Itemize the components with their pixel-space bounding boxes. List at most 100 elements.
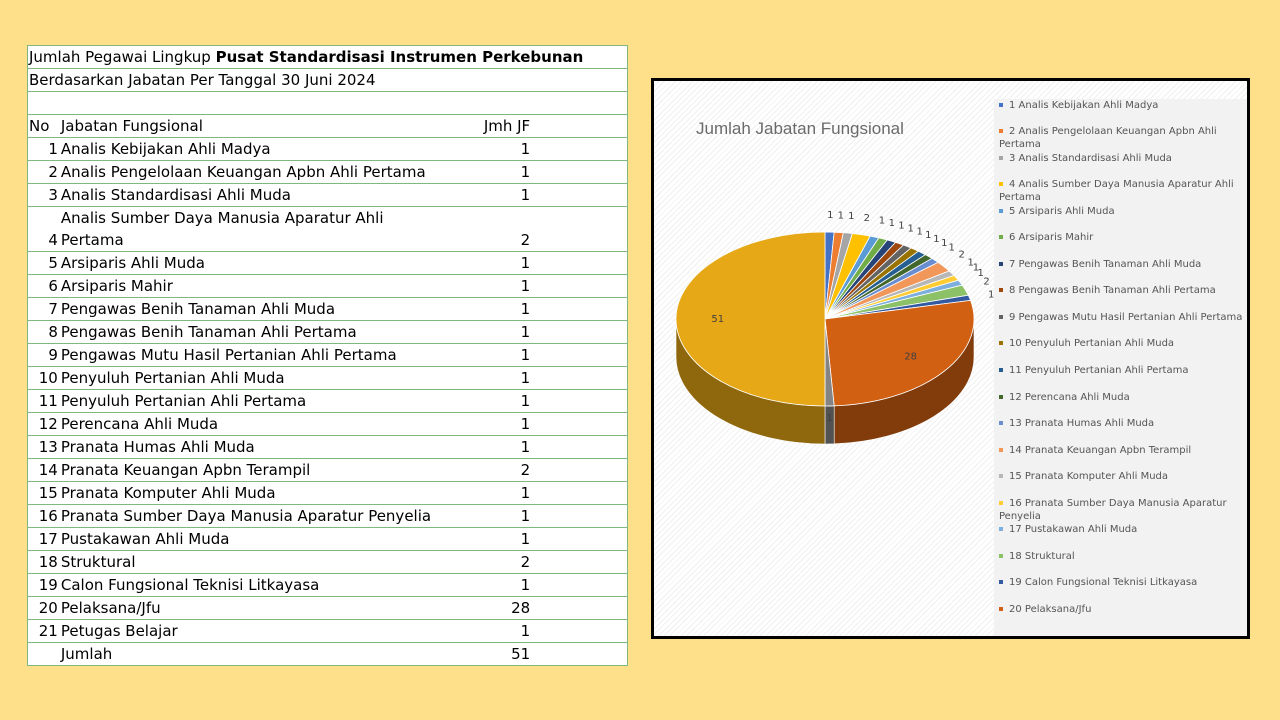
legend-swatch: [999, 448, 1003, 452]
legend-entry: 19 Calon Fungsional Teknisi Litkayasa: [999, 576, 1244, 589]
row-jmh: 28: [450, 596, 531, 620]
row-jabatan: Perencana Ahli Muda: [60, 412, 451, 436]
pie-data-label: 1: [967, 257, 973, 268]
row-no: 6: [27, 274, 61, 298]
row-jabatan: Analis Kebijakan Ahli Madya: [60, 137, 451, 161]
row-jabatan: Petugas Belajar: [60, 619, 451, 643]
jabatan-table: Jumlah Pegawai Lingkup Pusat Standardisa…: [27, 45, 628, 666]
table-row: 10 Penyuluh Pertanian Ahli Muda 1: [27, 366, 628, 390]
row-no: 19: [27, 573, 61, 597]
row-jabatan: Struktural: [60, 550, 451, 574]
legend-swatch: [999, 580, 1003, 584]
row-no: 13: [27, 435, 61, 459]
row-no: 20: [27, 596, 61, 620]
legend-swatch: [999, 315, 1003, 319]
table-row: 17 Pustakawan Ahli Muda 1: [27, 527, 628, 551]
legend-label: 7 Pengawas Benih Tanaman Ahli Muda: [1009, 259, 1202, 270]
pie-data-label: 1: [838, 210, 844, 221]
legend-entry: 7 Pengawas Benih Tanaman Ahli Muda: [999, 258, 1244, 271]
pad-cell: [530, 297, 628, 321]
pad-cell: [530, 619, 628, 643]
pad-cell: [530, 320, 628, 344]
legend-entry: 2 Analis Pengelolaan Keuangan Apbn Ahli …: [999, 125, 1244, 151]
table-row: 3 Analis Standardisasi Ahli Muda 1: [27, 183, 628, 207]
pie-data-label: 1: [889, 218, 895, 229]
pie-data-label: 1: [948, 243, 954, 254]
row-jmh: 1: [450, 183, 531, 207]
row-jmh: 1: [450, 297, 531, 321]
row-no: 15: [27, 481, 61, 505]
table-row: 21 Petugas Belajar 1: [27, 619, 628, 643]
legend-swatch: [999, 262, 1003, 266]
row-no: 8: [27, 320, 61, 344]
legend-swatch: [999, 501, 1003, 505]
empty-row: [27, 91, 628, 115]
header-jabatan: Jabatan Fungsional: [60, 114, 451, 138]
row-no: 1: [27, 137, 61, 161]
table-row: 11 Penyuluh Pertanian Ahli Pertama 1: [27, 389, 628, 413]
legend-label: 15 Pranata Komputer Ahli Muda: [1009, 471, 1169, 482]
row-jmh: 2: [450, 206, 531, 252]
legend-swatch: [999, 235, 1003, 239]
row-no: 2: [27, 160, 61, 184]
legend-entry: 1 Analis Kebijakan Ahli Madya: [999, 99, 1244, 112]
pad-cell: [530, 573, 628, 597]
legend-swatch: [999, 554, 1003, 558]
legend-label: 12 Perencana Ahli Muda: [1009, 392, 1130, 403]
pie-side-21: [824, 405, 835, 445]
legend-entry: 16 Pranata Sumber Daya Manusia Aparatur …: [999, 497, 1244, 523]
pie-data-label: 1: [941, 238, 947, 249]
row-no: 9: [27, 343, 61, 367]
table-row: 20 Pelaksana/Jfu 28: [27, 596, 628, 620]
row-jabatan: Pustakawan Ahli Muda: [60, 527, 451, 551]
pie-data-label: 2: [983, 277, 989, 288]
pad-cell: [530, 527, 628, 551]
pad-cell: [530, 504, 628, 528]
legend-label: 5 Arsiparis Ahli Muda: [1009, 206, 1115, 217]
pad-cell: [530, 183, 628, 207]
row-jabatan: Pengawas Mutu Hasil Pertanian Ahli Perta…: [60, 343, 451, 367]
table-subtitle: Berdasarkan Jabatan Per Tanggal 30 Juni …: [27, 68, 628, 92]
table-row: 13 Pranata Humas Ahli Muda 1: [27, 435, 628, 459]
header-row: No Jabatan Fungsional Jmh JF: [27, 114, 628, 138]
row-jabatan: Arsiparis Mahir: [60, 274, 451, 298]
legend-label: 16 Pranata Sumber Daya Manusia Aparatur …: [999, 498, 1227, 522]
pie-data-label: 1: [827, 210, 833, 221]
table-title: Jumlah Pegawai Lingkup Pusat Standardisa…: [27, 45, 628, 69]
pie-data-label: 1: [933, 234, 939, 245]
row-jmh: 1: [450, 366, 531, 390]
pad-cell: [530, 550, 628, 574]
legend-entry: 20 Pelaksana/Jfu: [999, 603, 1244, 616]
table-row: 7 Pengawas Benih Tanaman Ahli Muda 1: [27, 297, 628, 321]
table-row: 8 Pengawas Benih Tanaman Ahli Pertama 1: [27, 320, 628, 344]
pie-slices: [675, 231, 975, 407]
total-no: [27, 642, 61, 666]
legend-entry: 6 Arsiparis Mahir: [999, 231, 1244, 244]
legend-label: 2 Analis Pengelolaan Keuangan Apbn Ahli …: [999, 126, 1217, 150]
empty-cell: [27, 91, 628, 115]
row-no: 12: [27, 412, 61, 436]
pad-cell: [530, 114, 628, 138]
chart-legend: 1 Analis Kebijakan Ahli Madya 2 Analis Pe…: [994, 99, 1247, 636]
legend-swatch: [999, 474, 1003, 478]
pie-data-label: 1: [907, 223, 913, 234]
legend-swatch: [999, 421, 1003, 425]
table-row: 6 Arsiparis Mahir 1: [27, 274, 628, 298]
table-row: 2 Analis Pengelolaan Keuangan Apbn Ahli P…: [27, 160, 628, 184]
table-row: 12 Perencana Ahli Muda 1: [27, 412, 628, 436]
pad-cell: [530, 343, 628, 367]
total-label: Jumlah: [60, 642, 451, 666]
row-no: 4: [27, 206, 61, 252]
pad-cell: [530, 137, 628, 161]
legend-entry: 8 Pengawas Benih Tanaman Ahli Pertama: [999, 284, 1244, 297]
table-row: 9 Pengawas Mutu Hasil Pertanian Ahli Pert…: [27, 343, 628, 367]
legend-entry: 17 Pustakawan Ahli Muda: [999, 523, 1244, 536]
table-row: 4 Analis Sumber Daya Manusia Aparatur Ahl…: [27, 206, 628, 252]
pie-data-label: 1: [898, 220, 904, 231]
legend-swatch: [999, 341, 1003, 345]
row-jabatan: Analis Sumber Daya Manusia Aparatur Ahli…: [60, 206, 451, 252]
pie-data-label: 51: [711, 314, 724, 325]
table-title-org: Pusat Standardisasi Instrumen Perkebunan: [215, 48, 584, 66]
table-row: 18 Struktural 2: [27, 550, 628, 574]
